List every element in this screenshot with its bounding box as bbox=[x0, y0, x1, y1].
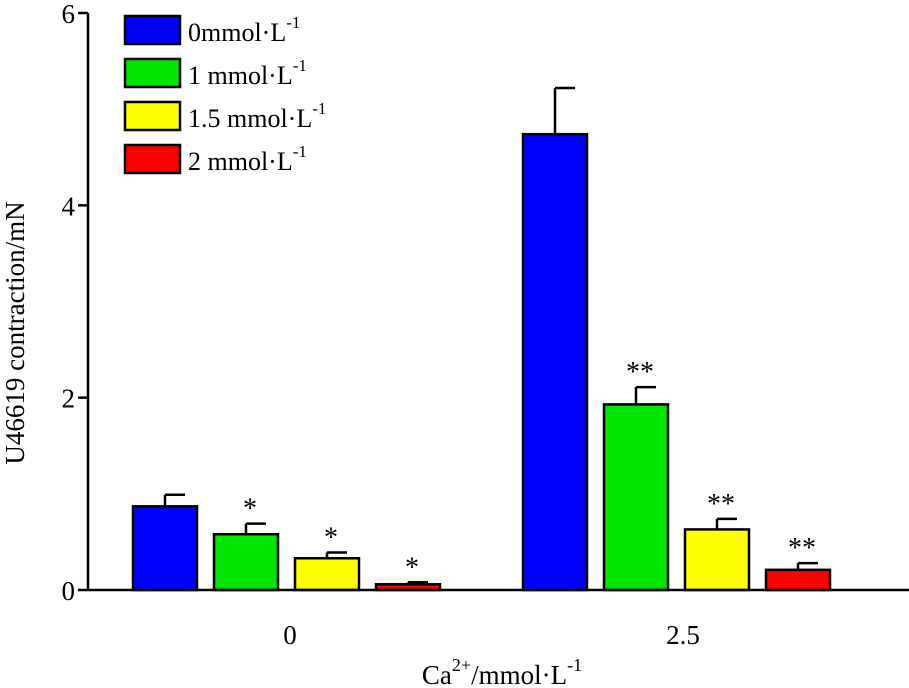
x-axis-title-sup-2: -1 bbox=[567, 655, 582, 675]
x-tick-label-1: 2.5 bbox=[666, 620, 700, 650]
legend-label-0: 0mmol·L-1 bbox=[188, 13, 300, 47]
bar-2-0 bbox=[293, 557, 361, 592]
x-axis-title-base: Ca bbox=[422, 660, 452, 688]
y-tick-label-1: 2 bbox=[62, 384, 76, 414]
legend-swatch-3 bbox=[123, 143, 182, 175]
legend-swatch-0 bbox=[123, 14, 182, 46]
x-axis-title: Ca2+/mmol·L-1 bbox=[422, 655, 582, 688]
bar-1-0 bbox=[212, 532, 280, 592]
legend-label-3: 2 mmol·L-1 bbox=[188, 142, 307, 176]
axes-layer: 0 2 4 6 0 2.5 bbox=[62, 0, 909, 650]
x-axis-title-mid: /mmol·L bbox=[471, 660, 567, 688]
significance-mark-3-0: * bbox=[405, 552, 419, 583]
x-axis-title-sup-1: 2+ bbox=[452, 655, 471, 675]
significance-mark-2-1: ** bbox=[707, 489, 735, 520]
significance-mark-3-1: ** bbox=[788, 533, 816, 564]
legend-label-2: 1.5 mmol·L-1 bbox=[188, 99, 326, 133]
bar-0-1 bbox=[521, 132, 589, 592]
bar-1-1 bbox=[602, 403, 670, 592]
bar-2-1 bbox=[683, 528, 751, 592]
y-tick-label-0: 0 bbox=[62, 576, 76, 606]
legend: 0mmol·L-1 1 mmol·L-1 1.5 mmol·L-1 2 mmol·L-… bbox=[123, 13, 326, 176]
y-tick-label-3: 6 bbox=[62, 0, 76, 29]
legend-swatch-2 bbox=[123, 100, 182, 132]
y-tick-label-2: 4 bbox=[62, 191, 76, 221]
legend-swatch-1 bbox=[123, 57, 182, 89]
significance-mark-2-0: * bbox=[324, 522, 338, 553]
legend-label-1: 1 mmol·L-1 bbox=[188, 56, 307, 90]
bar-0-0 bbox=[131, 505, 199, 592]
significance-mark-1-1: ** bbox=[626, 357, 654, 388]
y-axis-title: U46619 contraction/mN bbox=[0, 201, 30, 464]
bar-3-1 bbox=[764, 568, 832, 592]
significance-mark-1-0: * bbox=[243, 494, 257, 525]
x-tick-label-0: 0 bbox=[283, 620, 297, 650]
